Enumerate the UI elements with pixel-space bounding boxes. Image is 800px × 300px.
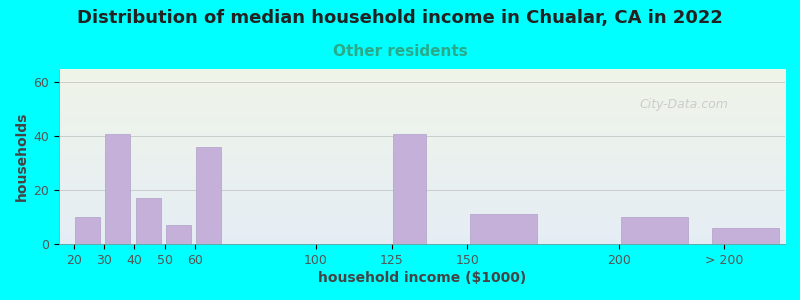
Bar [166, 225, 191, 244]
Text: Distribution of median household income in Chualar, CA in 2022: Distribution of median household income … [77, 9, 723, 27]
Bar [135, 198, 161, 244]
Bar [393, 134, 426, 244]
Text: City-Data.com: City-Data.com [640, 98, 729, 110]
X-axis label: household income ($1000): household income ($1000) [318, 271, 526, 285]
Text: Other residents: Other residents [333, 44, 467, 59]
Bar [622, 217, 688, 244]
Bar [75, 217, 100, 244]
Bar [196, 147, 221, 244]
Bar [470, 214, 537, 244]
Bar [106, 134, 130, 244]
Y-axis label: households: households [15, 112, 29, 201]
Bar [712, 228, 779, 244]
